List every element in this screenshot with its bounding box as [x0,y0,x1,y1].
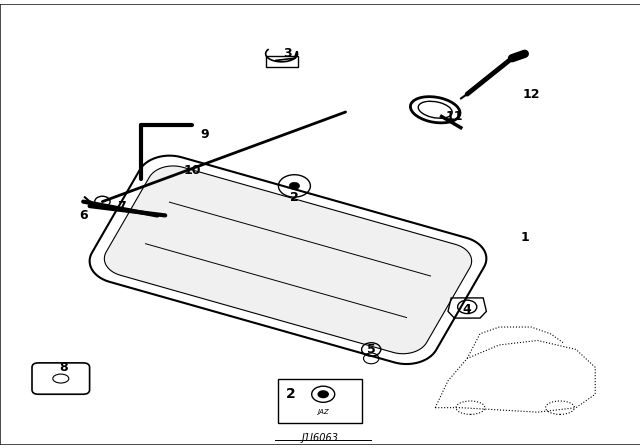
Text: J1I6063: J1I6063 [301,433,339,443]
Text: 10: 10 [183,164,201,177]
Text: 6: 6 [79,208,88,222]
Text: 1: 1 [520,231,529,244]
Circle shape [289,182,300,190]
Text: JAZ: JAZ [317,409,329,415]
Text: 11: 11 [445,110,463,123]
Text: 7: 7 [117,199,126,213]
Polygon shape [104,166,472,354]
Text: 5: 5 [367,343,376,356]
Text: 2: 2 [290,190,299,204]
Text: 3: 3 [284,47,292,60]
Text: 2: 2 [286,387,296,401]
Text: 9: 9 [200,128,209,141]
Text: 8: 8 [60,361,68,374]
Bar [278,379,362,423]
Text: 12: 12 [522,87,540,101]
Text: 4: 4 [463,302,472,316]
Circle shape [317,390,329,398]
